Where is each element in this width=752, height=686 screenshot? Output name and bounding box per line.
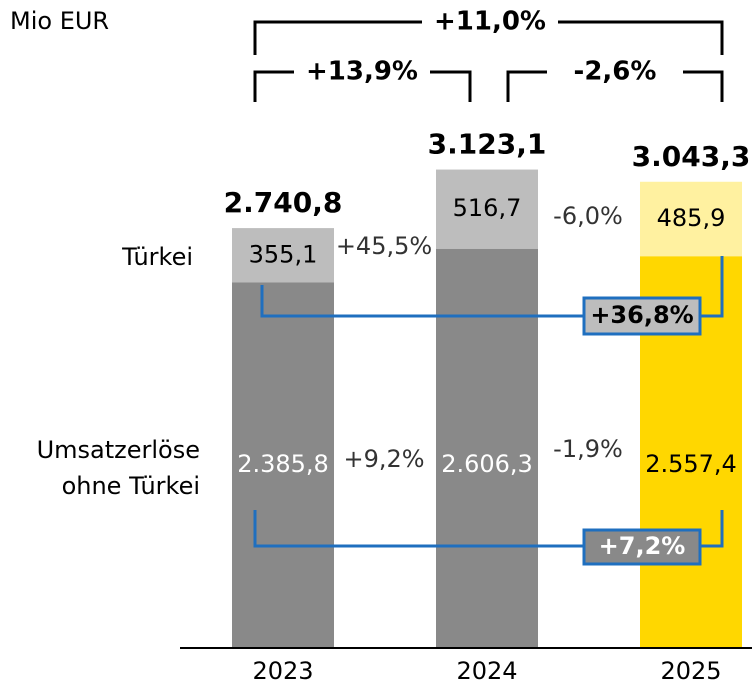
connector <box>253 510 584 548</box>
annotation: +45,5% <box>336 232 432 260</box>
total-label: 3.043,3 <box>632 140 751 173</box>
value-label: 2.557,4 <box>645 450 737 478</box>
total-label: 2.740,8 <box>224 186 343 219</box>
series-label: Türkei <box>121 243 193 271</box>
growth-box <box>582 296 702 336</box>
annotation: -1,9% <box>553 435 623 463</box>
bracket-gap <box>294 54 430 90</box>
bar-segment <box>232 228 334 283</box>
x-tick-label: 2025 <box>660 657 721 685</box>
bar-segment <box>640 181 742 257</box>
series-label: Umsatzerlöse ohne Türkei <box>36 436 200 500</box>
connector <box>260 285 584 318</box>
annotation: +11,0% <box>434 7 546 37</box>
bar-segment <box>436 169 538 249</box>
value-label: 485,9 <box>657 204 726 232</box>
x-tick-label: 2024 <box>456 657 517 685</box>
bracket-gap <box>547 54 683 90</box>
unit-label: Mio EUR <box>10 7 109 35</box>
annotation: -6,0% <box>553 202 623 230</box>
annotation: +9,2% <box>343 445 424 473</box>
annotation: -2,6% <box>574 57 657 87</box>
value-label: 516,7 <box>453 194 522 222</box>
total-label: 3.123,1 <box>428 128 547 161</box>
bar-segment <box>232 282 334 648</box>
annotation: +7,2% <box>599 532 686 560</box>
connector <box>700 256 724 318</box>
bar-segment <box>436 248 538 648</box>
value-label: 2.385,8 <box>237 450 329 478</box>
annotation: +36,8% <box>590 301 693 329</box>
connector <box>700 510 724 548</box>
value-label: 2.606,3 <box>441 450 533 478</box>
growth-box <box>582 528 702 566</box>
value-label: 355,1 <box>249 240 318 268</box>
annotation: +13,9% <box>306 57 418 87</box>
x-tick-label: 2023 <box>252 657 313 685</box>
bracket-gap <box>422 4 558 40</box>
